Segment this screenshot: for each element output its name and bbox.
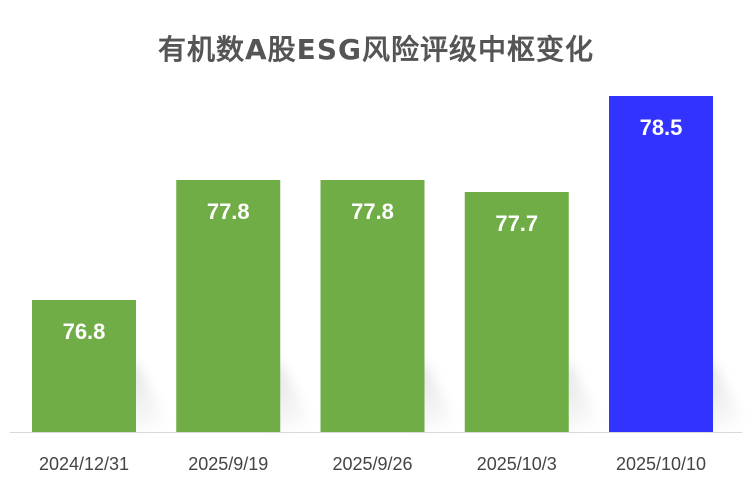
x-tick-label: 2025/9/19 (188, 454, 268, 474)
bar (464, 192, 569, 432)
data-label: 77.8 (351, 199, 394, 224)
data-label: 77.8 (207, 199, 250, 224)
data-label: 78.5 (640, 115, 683, 140)
bar (176, 180, 281, 432)
bar (32, 300, 136, 432)
x-tick-label: 2025/10/10 (616, 454, 706, 474)
data-label: 77.7 (495, 211, 538, 236)
data-label: 76.8 (63, 319, 106, 344)
bar (609, 96, 713, 432)
x-tick-label: 2025/10/3 (477, 454, 557, 474)
x-tick-label: 2025/9/26 (332, 454, 412, 474)
x-tick-label: 2024/12/31 (39, 454, 129, 474)
chart-title: 有机数A股ESG风险评级中枢变化 (158, 33, 594, 66)
bar (320, 180, 425, 432)
